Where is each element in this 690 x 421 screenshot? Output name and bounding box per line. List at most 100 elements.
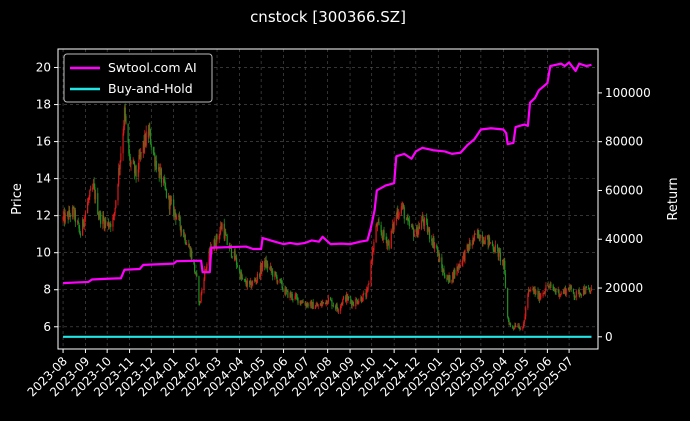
candle-body [426,222,428,233]
candle-body [493,249,495,251]
candle-body [178,215,180,217]
candle-body [504,260,506,274]
candle-body [316,304,319,307]
candle-body [147,131,149,138]
candle-body [316,304,318,306]
candle-body [582,287,585,295]
candle-body [400,206,402,214]
candle-body [575,291,577,297]
candle-body [436,248,439,253]
candle-body [235,257,238,266]
candle-body [124,107,126,117]
candle-body [562,292,564,294]
candle-body [322,302,324,303]
candle-body [461,262,463,264]
y-left-tick-label: 10 [36,246,51,260]
candle-body [342,299,344,304]
candle-body [225,235,228,237]
candle-body [381,232,383,236]
candle-body [249,280,251,284]
candle-body [84,213,87,218]
candle-body [579,293,581,296]
candle-body [99,212,101,219]
left-axis: 6 8 10 12 14 16 18 20 [36,61,58,334]
candle-body [565,288,567,295]
candle-body [507,317,509,321]
candle-body [321,303,323,306]
candle-body [312,301,314,309]
candle-body [191,250,193,260]
candle-body [557,289,559,292]
candle-body [590,290,592,293]
candle-body [196,273,198,277]
candle-body [102,215,104,224]
candle-body [527,294,529,308]
candle-body [157,167,160,170]
candle-body [533,288,535,292]
candle-body [292,298,294,300]
candle-body [84,217,86,226]
candle-body [130,161,132,165]
legend: Swtool.com AI Buy-and-Hold [63,53,213,103]
candle-body [194,263,196,272]
candle-body [304,302,306,306]
candle-body [233,251,235,258]
candle-body [422,215,424,222]
y-left-tick-label: 12 [36,209,51,223]
candle-body [449,275,451,283]
candle-body [468,247,470,251]
candle-body [514,325,516,328]
candle-body [144,134,146,148]
candle-body [387,240,389,243]
candle-body [468,242,470,251]
candle-body [348,296,350,299]
candle-body [223,223,225,239]
candle-body [201,289,203,294]
candle-body [568,289,570,291]
candle-body [456,266,458,275]
candle-body [199,301,202,303]
candle-body [175,213,177,220]
candle-body [377,221,379,223]
candle-body [462,256,464,263]
candle-body [464,249,466,261]
candle-body [286,290,288,292]
candle-body [376,222,379,227]
candle-body [387,242,389,246]
candle-body [530,289,532,291]
candle-body [206,263,208,269]
candle-body [560,292,562,295]
candle-body [296,296,298,298]
candle-body [363,292,365,294]
candle-body [524,316,526,321]
candle-body [417,230,419,238]
candle-body [491,242,494,246]
candle-body [168,195,170,210]
candle-body [355,299,357,307]
candle-body [118,168,121,170]
candle-body [392,223,394,231]
candle-body [558,289,560,297]
candle-body [473,237,475,241]
candle-body [559,294,562,296]
candle-body [405,218,408,221]
candle-body [194,271,196,275]
candle-body [189,246,191,257]
candle-body [143,140,145,148]
candle-body [517,325,520,327]
candle-body [195,273,197,275]
candle-body [478,238,481,241]
candle-body [398,213,400,215]
candle-body [361,297,363,302]
y-left-tick-label: 20 [36,61,51,75]
candle-body [365,292,367,297]
candle-body [267,263,269,269]
candle-body [276,276,278,283]
candle-body [68,210,71,216]
candle-body [327,297,329,303]
candle-body [457,264,460,269]
candle-body [265,259,267,267]
candle-body [413,228,415,237]
candle-body [139,154,141,158]
candle-body [448,275,450,281]
